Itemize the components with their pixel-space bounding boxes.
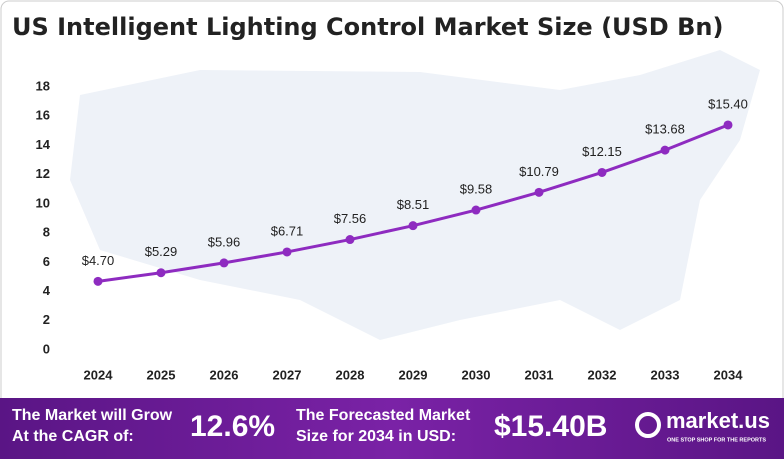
data-label: $9.58 <box>460 181 493 196</box>
x-tick-label: 2026 <box>210 367 239 382</box>
data-label: $13.68 <box>645 122 685 137</box>
banner-text: Size for 2034 in USD: <box>296 428 456 445</box>
point <box>345 235 355 245</box>
x-tick-label: 2025 <box>147 367 176 382</box>
point <box>282 247 292 257</box>
logo-icon <box>635 412 661 438</box>
point <box>660 145 670 155</box>
x-tick-label: 2028 <box>336 367 365 382</box>
banner-text: At the CAGR of: <box>12 428 134 445</box>
x-tick-label: 2032 <box>588 367 617 382</box>
point <box>219 258 229 268</box>
y-tick-label: 6 <box>43 254 50 269</box>
banner-value: 12.6% <box>190 410 275 443</box>
banner-text: The Forecasted Market <box>296 407 471 424</box>
banner-text: The Market will Grow <box>12 407 173 424</box>
chart-title: US Intelligent Lighting Control Market S… <box>12 13 723 41</box>
point <box>93 276 103 286</box>
data-label: $5.29 <box>145 244 178 259</box>
map-backdrop <box>70 50 760 340</box>
point <box>534 187 544 197</box>
y-tick-label: 18 <box>36 78 50 93</box>
banner <box>0 398 784 459</box>
point <box>597 167 607 177</box>
y-tick-label: 4 <box>43 283 51 298</box>
x-tick-label: 2033 <box>651 367 680 382</box>
y-tick-label: 8 <box>43 225 50 240</box>
data-label: $6.71 <box>271 223 304 238</box>
x-tick-label: 2034 <box>714 367 744 382</box>
y-tick-label: 2 <box>43 312 50 327</box>
data-label: $8.51 <box>397 197 430 212</box>
y-tick-label: 0 <box>43 341 50 356</box>
banner-value: $15.40B <box>494 410 607 443</box>
data-label: $15.40 <box>708 96 748 111</box>
brand: market.us <box>666 408 770 433</box>
x-tick-label: 2027 <box>273 367 302 382</box>
data-label: $12.15 <box>582 144 622 159</box>
data-label: $10.79 <box>519 164 559 179</box>
y-tick-label: 10 <box>36 195 50 210</box>
data-label: $7.56 <box>334 211 367 226</box>
point <box>156 268 166 278</box>
x-tick-label: 2030 <box>462 367 491 382</box>
x-tick-label: 2024 <box>84 367 114 382</box>
x-tick-label: 2031 <box>525 367 554 382</box>
y-tick-label: 14 <box>36 137 51 152</box>
y-tick-label: 12 <box>36 166 50 181</box>
y-tick-label: 16 <box>36 108 50 123</box>
point <box>723 120 733 130</box>
tagline: ONE STOP SHOP FOR THE REPORTS <box>667 437 766 443</box>
data-label: $4.70 <box>82 253 115 268</box>
point <box>408 221 418 231</box>
x-tick-label: 2029 <box>399 367 428 382</box>
point <box>471 205 481 215</box>
data-label: $5.96 <box>208 234 241 249</box>
